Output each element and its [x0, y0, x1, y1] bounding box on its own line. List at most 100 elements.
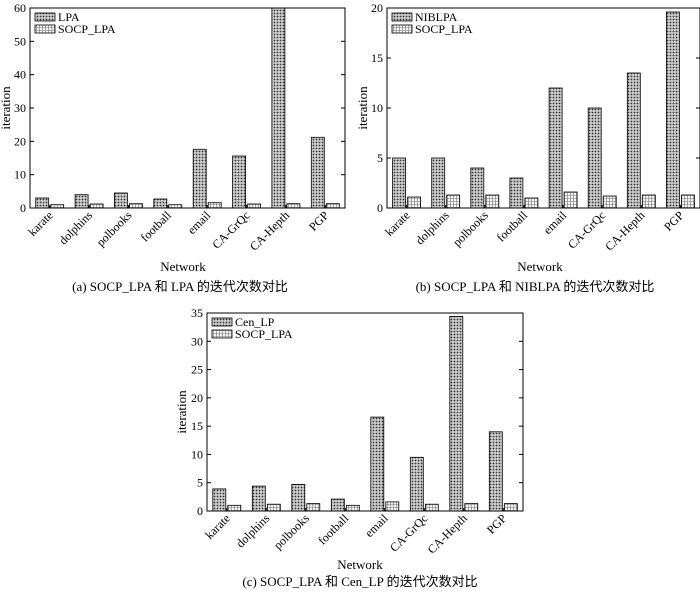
legend-swatch-socp-lpa — [34, 24, 56, 34]
x-axis-label: Network — [337, 557, 383, 572]
legend-swatch-socp-lpa — [211, 329, 233, 339]
legend-swatch-lpa — [34, 12, 56, 22]
y-tick-label: 5 — [197, 476, 203, 490]
y-tick-label: 25 — [191, 363, 203, 377]
bar-socp-lpa-pgp — [681, 194, 695, 209]
bar-lpa-dolphins — [74, 194, 89, 209]
legend-label-socp-lpa: SOCP_LPA — [58, 22, 116, 36]
bar-cen-lp-dolphins — [251, 485, 266, 512]
y-tick-label: 5 — [377, 151, 383, 165]
category-label-email: email — [362, 511, 391, 540]
bar-cen-lp-pgp — [488, 431, 503, 512]
category-label-ca-hepth: CA-Hepth — [247, 208, 292, 253]
bar-socp-lpa-ca-hepth — [464, 503, 479, 512]
category-label-dolphins: dolphins — [233, 511, 272, 550]
legend-swatch-cen-lp — [211, 317, 233, 327]
plot-frame — [206, 312, 524, 512]
legend-swatch-socp-lpa — [391, 24, 413, 34]
bar-lpa-ca-hepth — [271, 7, 286, 209]
y-axis-label: iteration — [0, 86, 13, 130]
category-label-polbooks: polbooks — [450, 208, 491, 249]
bar-socp-lpa-email — [563, 191, 578, 209]
legend-swatch-niblpa — [391, 12, 413, 22]
bar-niblpa-pgp — [666, 11, 680, 209]
y-tick-label: 20 — [371, 1, 383, 15]
y-tick-label: 50 — [14, 34, 26, 48]
y-axis-label: iteration — [355, 86, 370, 130]
category-label-ca-grqc: CA-GrQc — [209, 208, 252, 251]
category-label-email: email — [185, 208, 214, 237]
bar-socp-lpa-polbooks — [485, 194, 500, 209]
bar-socp-lpa-polbooks — [128, 203, 143, 209]
bar-socp-lpa-karate — [407, 196, 422, 209]
category-label-email: email — [540, 208, 569, 237]
bar-socp-lpa-polbooks — [306, 503, 321, 512]
category-label-football: football — [138, 208, 175, 245]
bar-cen-lp-karate — [212, 488, 227, 512]
x-axis-label: Network — [160, 259, 206, 274]
bar-cen-lp-ca-hepth — [449, 315, 464, 512]
bar-socp-lpa-football — [345, 504, 360, 512]
category-label-ca-grqc: CA-GrQc — [387, 511, 430, 554]
bar-niblpa-ca-hepth — [626, 72, 641, 209]
bar-cen-lp-polbooks — [291, 483, 306, 512]
bar-socp-lpa-pgp — [503, 503, 518, 512]
legend-label-socp-lpa: SOCP_LPA — [415, 22, 473, 36]
bar-socp-lpa-dolphins — [89, 203, 104, 209]
bar-lpa-email — [192, 148, 207, 209]
y-tick-label: 0 — [197, 504, 203, 518]
bar-socp-lpa-football — [524, 197, 539, 209]
category-label-ca-hepth: CA-Hepth — [425, 511, 470, 556]
y-tick-label: 20 — [191, 391, 203, 405]
bar-socp-lpa-ca-hepth — [641, 194, 656, 209]
y-axis-label: iteration — [174, 390, 189, 434]
bar-lpa-ca-grqc — [232, 155, 247, 209]
y-tick-label: 30 — [14, 101, 26, 115]
plot-frame — [29, 7, 346, 209]
y-tick-label: 40 — [14, 68, 26, 82]
bar-socp-lpa-karate — [227, 504, 242, 512]
bar-lpa-karate — [35, 197, 50, 209]
bar-socp-lpa-ca-hepth — [286, 203, 301, 209]
category-label-karate: karate — [202, 511, 233, 542]
category-label-polbooks: polbooks — [271, 511, 312, 552]
bar-niblpa-dolphins — [431, 157, 446, 209]
category-label-karate: karate — [382, 208, 413, 239]
y-tick-label: 0 — [20, 201, 26, 215]
bar-cen-lp-football — [330, 498, 345, 512]
category-label-pgp: PGP — [484, 511, 510, 537]
bar-socp-lpa-email — [207, 202, 222, 209]
caption-a: (a) SOCP_LPA 和 LPA 的迭代次数对比 — [72, 279, 288, 294]
category-label-pgp: PGP — [306, 208, 332, 234]
legend-label-niblpa: NIBLPA — [415, 10, 458, 24]
y-tick-label: 20 — [14, 134, 26, 148]
bar-socp-lpa-ca-grqc — [424, 503, 439, 512]
bar-lpa-polbooks — [114, 192, 128, 209]
bar-niblpa-ca-grqc — [587, 107, 602, 209]
category-label-ca-grqc: CA-GrQc — [565, 208, 608, 251]
bar-socp-lpa-pgp — [325, 203, 340, 209]
category-label-pgp: PGP — [661, 208, 687, 234]
bar-niblpa-polbooks — [470, 167, 485, 209]
category-label-karate: karate — [25, 208, 56, 239]
category-label-football: football — [494, 208, 531, 245]
bar-niblpa-email — [548, 87, 563, 209]
bar-niblpa-karate — [392, 157, 407, 209]
caption-c: (c) SOCP_LPA 和 Cen_LP 的迭代次数对比 — [242, 574, 477, 589]
y-tick-label: 10 — [371, 101, 383, 115]
caption-b: (b) SOCP_LPA 和 NIBLPA 的迭代次数对比 — [416, 279, 655, 294]
bar-niblpa-football — [509, 177, 524, 209]
bar-socp-lpa-dolphins — [266, 503, 281, 512]
y-tick-label: 10 — [191, 447, 203, 461]
category-label-football: football — [315, 511, 352, 548]
category-label-polbooks: polbooks — [94, 208, 135, 249]
legend-label-cen-lp: Cen_LP — [235, 315, 275, 329]
y-tick-label: 60 — [14, 1, 26, 15]
bar-cen-lp-email — [370, 416, 385, 512]
legend-label-lpa: LPA — [58, 10, 80, 24]
y-tick-label: 10 — [14, 168, 26, 182]
